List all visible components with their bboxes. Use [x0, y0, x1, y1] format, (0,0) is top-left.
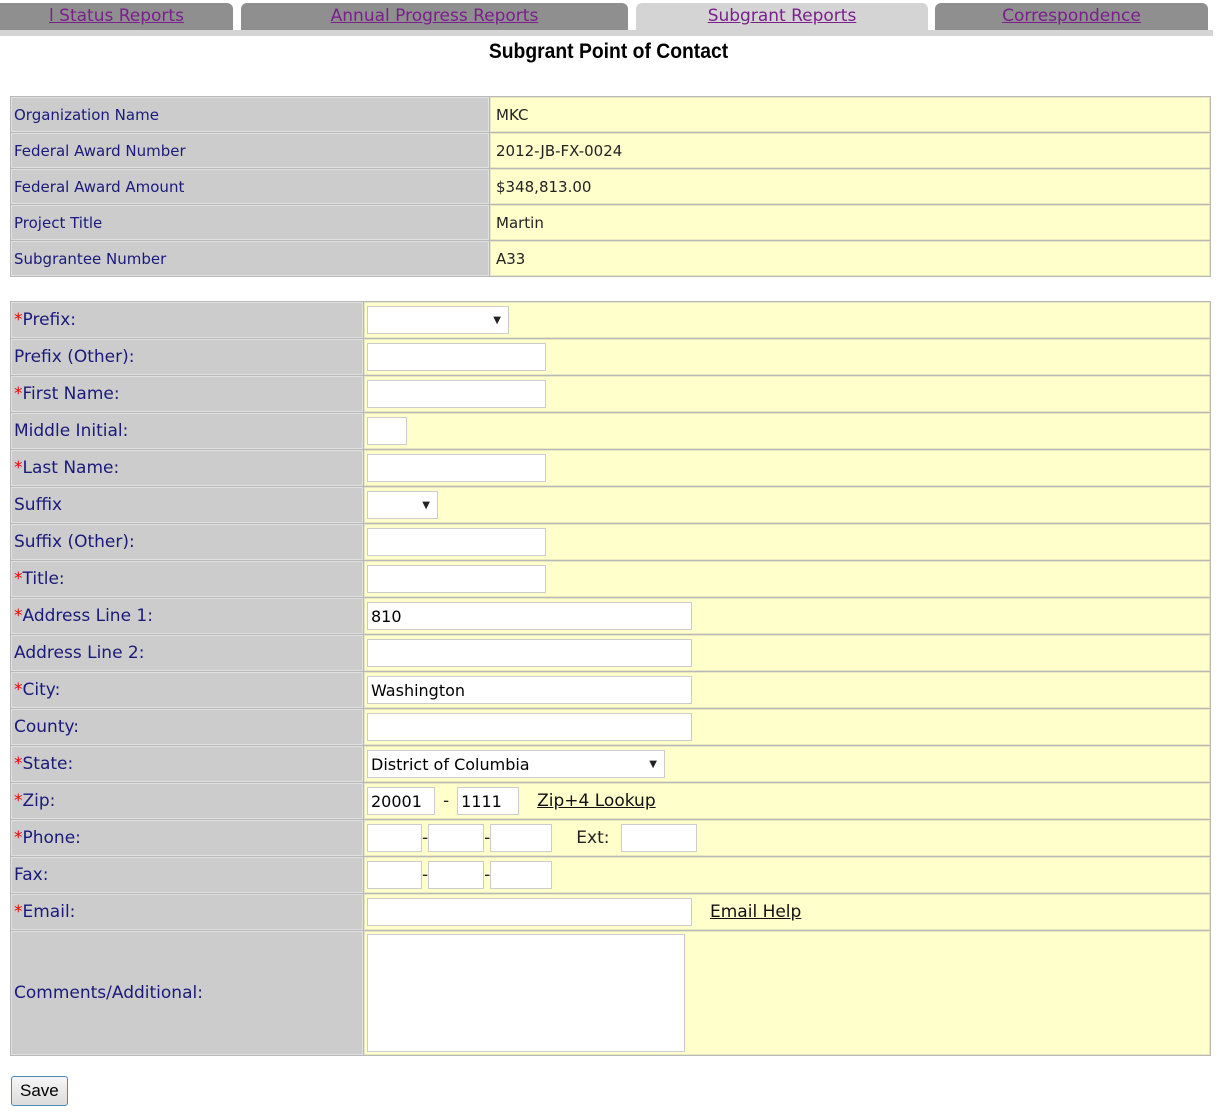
first-name-input[interactable]	[367, 380, 546, 408]
zip-input[interactable]	[367, 787, 435, 815]
prefix-label: *Prefix:	[11, 302, 363, 338]
phone-prefix-input[interactable]	[428, 824, 485, 852]
required-mark: *	[14, 569, 23, 589]
label-text: Last Name:	[22, 458, 120, 478]
label-text: State:	[22, 754, 74, 774]
tab-status-reports[interactable]: l Status Reports	[0, 3, 233, 30]
info-value: $348,813.00	[490, 169, 1210, 204]
phone-line-input[interactable]	[490, 824, 553, 852]
email-label: *Email:	[11, 894, 363, 930]
required-mark: *	[14, 606, 23, 626]
table-row: Federal Award Number 2012-JB-FX-0024	[11, 133, 1210, 168]
state-label: *State:	[11, 746, 363, 782]
email-input[interactable]	[367, 898, 692, 926]
separator: -	[484, 828, 491, 848]
city-input[interactable]	[367, 676, 692, 704]
suffix-select[interactable]	[367, 491, 438, 519]
label-text: First Name:	[22, 384, 120, 404]
suffix-other-input[interactable]	[367, 528, 546, 556]
separator: -	[422, 865, 429, 885]
label-text: Prefix:	[22, 310, 77, 330]
info-value: Martin	[490, 205, 1210, 240]
county-label: County:	[11, 709, 363, 745]
info-label: Federal Award Number	[11, 133, 489, 168]
tab-annual-progress-reports[interactable]: Annual Progress Reports	[241, 3, 628, 30]
tab-subgrant-reports[interactable]: Subgrant Reports	[636, 3, 928, 30]
prefix-select[interactable]	[367, 306, 509, 334]
separator: -	[484, 865, 491, 885]
separator: -	[443, 791, 450, 811]
title-input[interactable]	[367, 565, 546, 593]
required-mark: *	[14, 902, 23, 922]
last-name-input[interactable]	[367, 454, 546, 482]
city-label: *City:	[11, 672, 363, 708]
last-name-label: *Last Name:	[11, 450, 363, 486]
table-row: Subgrantee Number A33	[11, 241, 1210, 276]
comments-label: Comments/Additional:	[11, 931, 363, 1055]
info-label: Project Title	[11, 205, 489, 240]
fax-prefix-input[interactable]	[428, 861, 485, 889]
page-title: Subgrant Point of Contact	[488, 40, 729, 63]
address2-label: Address Line 2:	[11, 635, 363, 671]
tab-underline	[0, 30, 1213, 36]
label-text: Phone:	[22, 828, 81, 848]
middle-initial-label: Middle Initial:	[11, 413, 363, 449]
label-text: Zip:	[22, 791, 56, 811]
label-text: City:	[22, 680, 61, 700]
info-value: MKC	[490, 97, 1210, 132]
table-row: Project Title Martin	[11, 205, 1210, 240]
suffix-other-label: Suffix (Other):	[11, 524, 363, 560]
required-mark: *	[14, 680, 23, 700]
required-mark: *	[14, 310, 23, 330]
info-label: Subgrantee Number	[11, 241, 489, 276]
first-name-label: *First Name:	[11, 376, 363, 412]
label-text: Address Line 1:	[22, 606, 153, 626]
save-button[interactable]: Save	[11, 1076, 68, 1106]
county-input[interactable]	[367, 713, 692, 741]
zip-plus4-input[interactable]	[457, 787, 520, 815]
suffix-label: Suffix	[11, 487, 363, 523]
separator: -	[422, 828, 429, 848]
fax-label: Fax:	[11, 857, 363, 893]
email-help-link[interactable]: Email Help	[710, 902, 802, 922]
address2-input[interactable]	[367, 639, 692, 667]
award-info-table: Organization Name MKC Federal Award Numbe…	[10, 96, 1211, 277]
label-text: Email:	[22, 902, 76, 922]
prefix-other-label: Prefix (Other):	[11, 339, 363, 375]
required-mark: *	[14, 384, 23, 404]
phone-label: *Phone:	[11, 820, 363, 856]
tab-correspondence[interactable]: Correspondence	[935, 3, 1208, 30]
address1-label: *Address Line 1:	[11, 598, 363, 634]
zip-lookup-link[interactable]: Zip+4 Lookup	[537, 791, 656, 811]
table-row: Federal Award Amount $348,813.00	[11, 169, 1210, 204]
phone-ext-input[interactable]	[621, 824, 698, 852]
zip-label: *Zip:	[11, 783, 363, 819]
required-mark: *	[14, 754, 23, 774]
info-label: Federal Award Amount	[11, 169, 489, 204]
address1-input[interactable]	[367, 602, 692, 630]
info-value: A33	[490, 241, 1210, 276]
contact-form: *Prefix: ▼ Prefix (Other): *First Name: …	[10, 301, 1211, 1056]
table-row: Organization Name MKC	[11, 97, 1210, 132]
required-mark: *	[14, 458, 23, 478]
prefix-other-input[interactable]	[367, 343, 546, 371]
middle-initial-input[interactable]	[367, 417, 407, 445]
required-mark: *	[14, 828, 23, 848]
fax-area-input[interactable]	[367, 861, 422, 889]
title-label: *Title:	[11, 561, 363, 597]
info-label: Organization Name	[11, 97, 489, 132]
tab-bar: l Status Reports Annual Progress Reports…	[0, 3, 1213, 31]
comments-textarea[interactable]	[367, 934, 685, 1052]
phone-area-input[interactable]	[367, 824, 422, 852]
required-mark: *	[14, 791, 23, 811]
state-select[interactable]: District of Columbia	[367, 750, 665, 778]
label-text: Title:	[22, 569, 65, 589]
ext-label: Ext:	[576, 828, 610, 848]
fax-line-input[interactable]	[490, 861, 553, 889]
info-value: 2012-JB-FX-0024	[490, 133, 1210, 168]
